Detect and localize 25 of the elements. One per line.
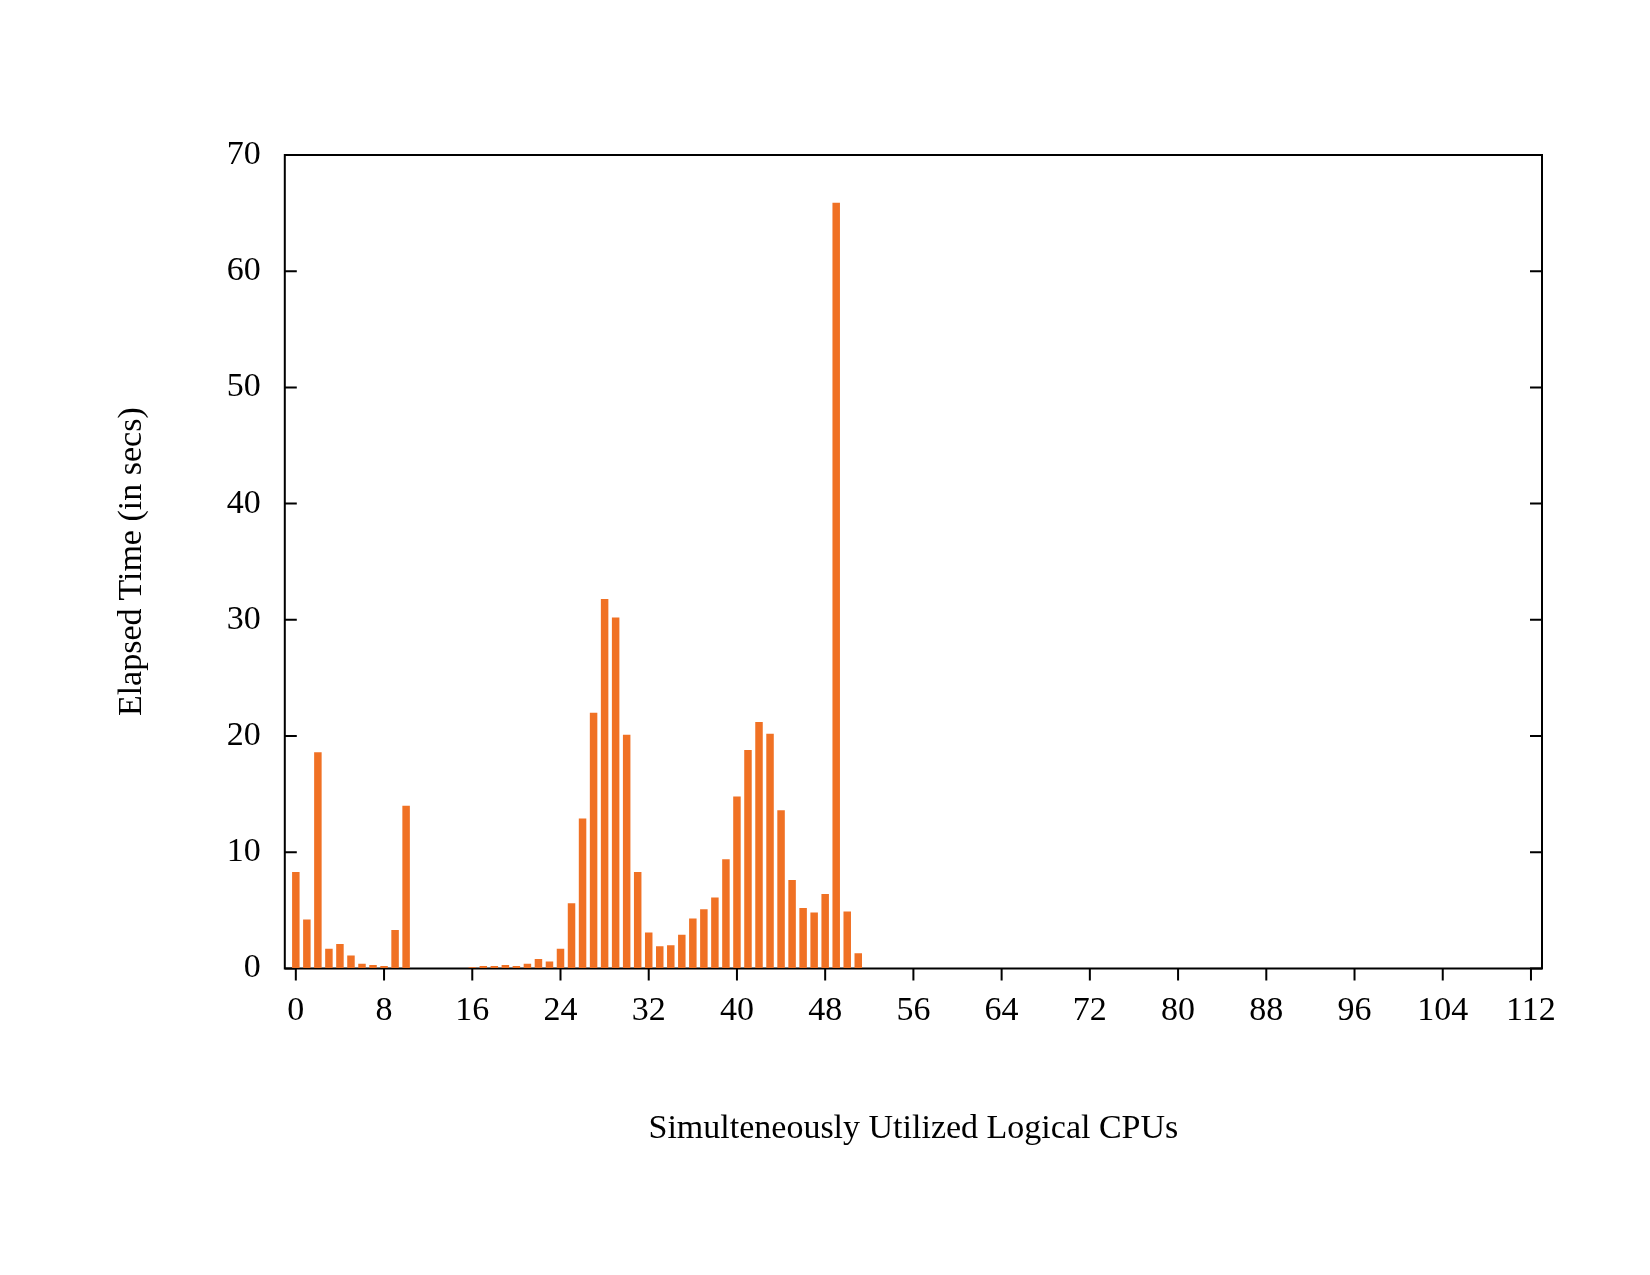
x-tick-label: 112 — [1506, 989, 1556, 1027]
x-tick-label: 72 — [1072, 989, 1107, 1027]
y-tick-label: 0 — [243, 947, 261, 985]
x-tick-label: 80 — [1161, 989, 1196, 1027]
y-tick-label: 10 — [226, 831, 261, 869]
x-tick-label: 56 — [896, 989, 931, 1027]
x-tick-label: 24 — [543, 989, 578, 1027]
y-tick-label: 40 — [226, 482, 261, 520]
y-tick-label: 60 — [226, 250, 261, 288]
x-tick-label: 40 — [719, 989, 754, 1027]
x-axis-title: Simulteneously Utilized Logical CPUs — [648, 1107, 1179, 1145]
x-tick-label: 16 — [455, 989, 490, 1027]
x-tick-label: 64 — [984, 989, 1019, 1027]
x-tick-label: 0 — [287, 989, 305, 1027]
x-tick-label: 48 — [808, 989, 843, 1027]
y-tick-label: 20 — [226, 714, 261, 752]
y-tick-label: 50 — [226, 366, 261, 404]
y-tick-label: 30 — [226, 598, 261, 636]
y-axis-title: Elapsed Time (in secs) — [111, 407, 150, 717]
x-tick-label: 32 — [631, 989, 666, 1027]
x-tick-label: 96 — [1337, 989, 1372, 1027]
x-tick-label: 8 — [375, 989, 393, 1027]
y-tick-label: 70 — [226, 133, 261, 171]
x-tick-label: 104 — [1417, 989, 1469, 1027]
x-tick-label: 88 — [1249, 989, 1284, 1027]
